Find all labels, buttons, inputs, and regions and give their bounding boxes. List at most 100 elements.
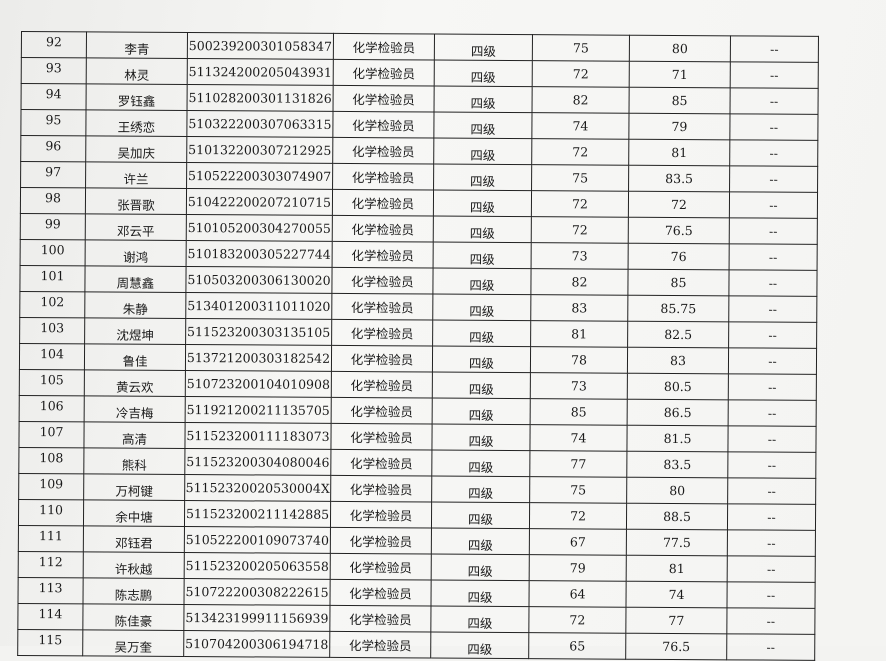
cell-name: 罗钰鑫	[86, 83, 188, 111]
cell-level: 四级	[434, 34, 533, 61]
cell-remark: --	[726, 607, 815, 635]
cell-practical-score: 80	[626, 477, 728, 504]
cell-theory-score: 72	[531, 216, 629, 244]
cell-practical-score: 81	[626, 555, 728, 582]
cell-level: 四级	[432, 372, 531, 399]
cell-level: 四级	[432, 346, 531, 373]
cell-remark: --	[729, 191, 818, 219]
cell-occupation: 化学检验员	[331, 293, 433, 321]
cell-remark: --	[729, 217, 818, 245]
table-row: 101 周慧鑫 510503200306130020 化学检验员 四级 82 85 --	[19, 265, 818, 297]
cell-row-number: 93	[21, 57, 87, 84]
cell-row-number: 102	[19, 291, 85, 318]
cell-occupation: 化学检验员	[329, 605, 431, 633]
table-row: 113 陈志鹏 510722200308222615 化学检验员 四级 64 74 --	[18, 577, 816, 609]
table-row: 108 熊科 511523200304080046 化学检验员 四级 77 83.5 --	[18, 447, 816, 479]
cell-id-number: 511921200211135705	[185, 396, 332, 424]
cell-remark: --	[730, 35, 819, 63]
cell-practical-score: 76.5	[625, 633, 727, 660]
cell-level: 四级	[432, 320, 531, 347]
cell-name: 冷吉梅	[84, 395, 186, 423]
results-table: 92 李青 500239200301058347 化学检验员 四级 75 80 -- 93 林灵 5…	[17, 31, 819, 661]
cell-occupation: 化学检验员	[329, 579, 432, 607]
cell-name: 鲁佳	[84, 343, 186, 371]
cell-theory-score: 64	[528, 580, 627, 608]
cell-remark: --	[728, 295, 817, 323]
cell-theory-score: 75	[531, 164, 629, 192]
cell-name: 万柯键	[83, 473, 185, 501]
cell-occupation: 化学检验员	[330, 553, 432, 581]
cell-name: 王绣恋	[85, 109, 188, 137]
cell-id-number: 511523200211142885	[184, 500, 331, 528]
cell-remark: --	[729, 113, 819, 141]
cell-name: 黄云欢	[84, 369, 186, 397]
cell-id-number: 500239200301058347	[187, 32, 334, 60]
table-row: 115 吴万奎 510704200306194718 化学检验员 四级 65 76.5 --	[17, 629, 815, 661]
cell-level: 四级	[432, 268, 532, 295]
cell-level: 四级	[431, 450, 530, 477]
table-row: 110 余中塘 511523200211142885 化学检验员 四级 72 88.5 --	[18, 499, 816, 531]
cell-practical-score: 77	[625, 607, 727, 634]
cell-remark: --	[726, 581, 816, 609]
cell-occupation: 化学检验员	[333, 33, 435, 61]
cell-occupation: 化学检验员	[332, 137, 434, 165]
cell-remark: --	[728, 399, 817, 427]
table-row: 99 邓云平 510105200304270055 化学检验员 四级 72 76.5 --	[20, 213, 818, 245]
cell-level: 四级	[431, 554, 530, 581]
cell-occupation: 化学检验员	[330, 475, 432, 503]
cell-id-number: 510132200307212925	[186, 136, 333, 164]
cell-theory-score: 78	[530, 346, 628, 374]
cell-name: 许兰	[85, 161, 187, 189]
cell-row-number: 107	[18, 421, 85, 448]
cell-level: 四级	[434, 86, 533, 113]
cell-level: 四级	[431, 528, 530, 555]
table-row: 96 吴加庆 510132200307212925 化学检验员 四级 72 81 --	[20, 135, 818, 167]
cell-theory-score: 85	[530, 398, 628, 426]
cell-occupation: 化学检验员	[330, 501, 432, 529]
cell-theory-score: 74	[529, 424, 628, 452]
table-row: 93 林灵 511324200205043931 化学检验员 四级 72 71 --	[21, 57, 819, 89]
cell-name: 吴万奎	[82, 629, 184, 657]
cell-level: 四级	[433, 190, 532, 217]
cell-id-number: 513423199911156939	[183, 604, 330, 632]
cell-name: 吴加庆	[85, 135, 187, 163]
cell-id-number: 513721200303182542	[185, 344, 332, 372]
cell-occupation: 化学检验员	[332, 163, 434, 191]
cell-name: 周慧鑫	[84, 265, 187, 293]
cell-practical-score: 85.75	[627, 295, 729, 322]
cell-occupation: 化学检验员	[332, 241, 434, 269]
cell-theory-score: 82	[530, 268, 629, 296]
cell-remark: --	[726, 633, 815, 661]
cell-theory-score: 75	[532, 34, 630, 62]
cell-remark: --	[728, 269, 818, 297]
table-row: 109 万柯键 51152320020530004X 化学检验员 四级 75 80 --	[18, 473, 816, 505]
cell-name: 高清	[83, 421, 186, 449]
cell-occupation: 化学检验员	[332, 189, 434, 217]
cell-level: 四级	[434, 60, 533, 87]
cell-theory-score: 75	[529, 476, 627, 504]
table-row: 92 李青 500239200301058347 化学检验员 四级 75 80 --	[21, 31, 819, 63]
cell-id-number: 511523200304080046	[184, 448, 331, 476]
cell-practical-score: 83.5	[626, 451, 728, 478]
cell-id-number: 510503200306130020	[185, 266, 333, 294]
cell-id-number: 511523200303135105	[185, 318, 332, 346]
cell-row-number: 97	[20, 161, 86, 188]
cell-remark: --	[727, 425, 817, 453]
cell-level: 四级	[433, 242, 532, 269]
table-row: 98 张晋歌 510422200207210715 化学检验员 四级 72 72 --	[20, 187, 818, 219]
cell-practical-score: 83.5	[628, 165, 730, 192]
cell-id-number: 511523200111183073	[184, 422, 332, 450]
cell-practical-score: 76.5	[628, 217, 730, 244]
cell-name: 邓钰君	[83, 525, 185, 553]
cell-name: 林灵	[86, 57, 188, 85]
cell-name: 谢鸿	[85, 239, 187, 267]
cell-name: 李青	[86, 31, 188, 59]
cell-remark: --	[727, 503, 816, 531]
cell-level: 四级	[433, 112, 533, 139]
cell-level: 四级	[433, 138, 532, 165]
cell-practical-score: 81	[628, 139, 730, 166]
cell-name: 邓云平	[85, 213, 187, 241]
cell-practical-score: 86.5	[627, 399, 729, 426]
cell-practical-score: 76	[628, 243, 730, 270]
